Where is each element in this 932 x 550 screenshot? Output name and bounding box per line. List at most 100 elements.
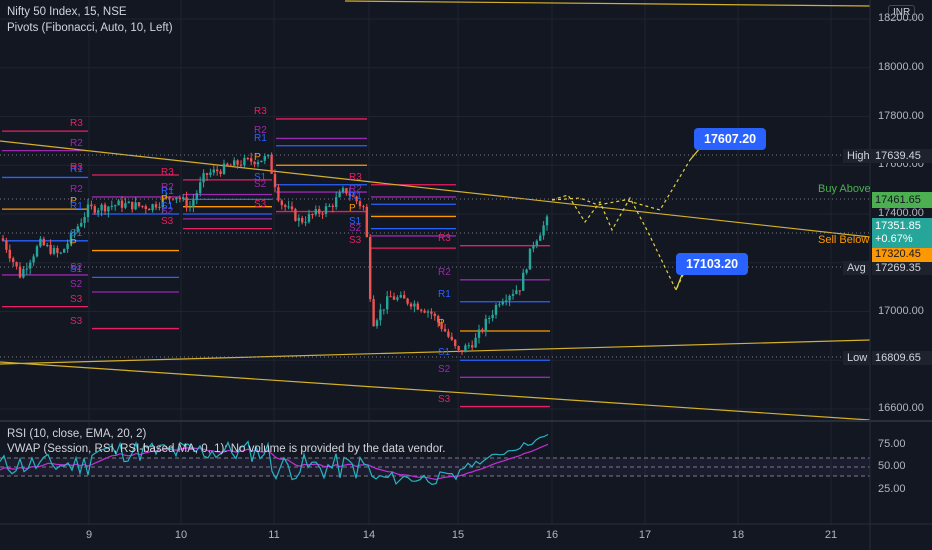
low-label: Low <box>843 351 872 365</box>
candle-body <box>341 188 345 193</box>
rsi-line <box>0 433 549 486</box>
last-price-value: 17351.85 <box>875 220 921 232</box>
pivot-r2-label: R2 <box>70 137 83 149</box>
candle-body <box>243 158 246 166</box>
sell-below-value: 17320.45 <box>872 246 932 262</box>
candle-body <box>124 203 127 208</box>
candle-body <box>222 163 226 174</box>
candle-body <box>246 158 249 160</box>
candle-body <box>535 240 538 246</box>
candle-body <box>267 154 270 157</box>
rsi-indicator-legend[interactable]: RSI (10, close, EMA, 20, 2) <box>7 428 147 440</box>
pivot-s1-label: S1 <box>438 347 451 359</box>
candle-body <box>437 316 440 323</box>
candle-body <box>154 204 158 208</box>
candle-body <box>389 296 392 298</box>
candle-body <box>114 205 117 207</box>
price-tick-label: 16600.00 <box>878 402 924 414</box>
trend-lines[interactable] <box>0 0 871 421</box>
candle-body <box>348 193 351 196</box>
pivot-p-label: P <box>254 152 261 164</box>
candle-body <box>56 248 59 253</box>
target-down-callout[interactable]: 17103.20 <box>676 253 749 275</box>
trend-line <box>344 0 871 7</box>
candle-body <box>324 206 328 214</box>
pivots-indicator-legend[interactable]: Pivots (Fibonacci, Auto, 10, Left) <box>7 22 173 34</box>
candle-body <box>97 210 100 213</box>
candlesticks <box>1 152 549 355</box>
candle-body <box>90 204 93 207</box>
candle-body <box>403 295 406 299</box>
candle-body <box>450 336 453 340</box>
candle-body <box>171 198 175 200</box>
candle-body <box>73 231 76 233</box>
pivot-r2-label: R2 <box>349 183 362 195</box>
rsi-tick-label: 25.00 <box>878 482 906 495</box>
candle-body <box>423 310 426 313</box>
pivot-s2-label: S2 <box>254 179 267 191</box>
candle-body <box>311 214 314 216</box>
target-up-callout[interactable]: 17607.20 <box>694 128 767 150</box>
candle-body <box>355 196 358 202</box>
pivot-r1-label: R1 <box>70 164 83 176</box>
candle-body <box>165 196 168 199</box>
candle-body <box>158 206 161 208</box>
projection-path[interactable] <box>551 147 701 292</box>
candle-body <box>290 206 294 210</box>
vwap-indicator-legend[interactable]: VWAP (Session, RSI, RSI-based MA, 0, 1):… <box>7 443 446 455</box>
projection-down-path <box>551 194 691 292</box>
candle-body <box>161 198 164 207</box>
price-tick-label: 17400.00 <box>878 207 924 219</box>
candle-body <box>12 258 15 262</box>
pivot-s2-label: S2 <box>161 205 174 217</box>
candle-body <box>137 202 141 206</box>
candle-body <box>131 201 134 210</box>
currency-badge[interactable]: INR <box>888 5 916 20</box>
candle-body <box>454 339 457 346</box>
candle-body <box>443 328 447 332</box>
candle-body <box>457 345 460 351</box>
candle-body <box>399 295 402 298</box>
price-tick-label: 18200.00 <box>878 12 924 24</box>
candle-body <box>477 329 481 338</box>
candle-body <box>532 245 535 249</box>
projection-up-arrow <box>689 147 701 161</box>
candle-body <box>22 268 25 278</box>
chart-title-legend[interactable]: Nifty 50 Index, 15, NSE <box>7 6 127 18</box>
candle-body <box>110 205 113 207</box>
last-price-change: +0.67% <box>875 233 913 245</box>
candle-body <box>542 225 545 236</box>
candle-body <box>80 222 83 227</box>
date-tick-label: 15 <box>451 529 465 541</box>
sell-below-label: Sell Below <box>818 234 870 246</box>
pivot-r2-label: R2 <box>70 183 83 195</box>
candle-body <box>314 209 317 215</box>
candle-body <box>93 206 96 213</box>
pivot-s1-label: S1 <box>349 215 362 227</box>
candle-body <box>426 311 430 313</box>
candle-body <box>471 345 474 348</box>
candle-body <box>141 205 144 207</box>
candle-body <box>545 216 549 226</box>
candle-body <box>233 160 236 166</box>
candle-body <box>328 205 331 207</box>
candle-body <box>525 269 528 273</box>
candle-body <box>420 309 423 311</box>
pivot-r2-label: R2 <box>438 266 451 278</box>
candle-body <box>178 197 181 199</box>
candle-body <box>46 244 49 246</box>
candle-body <box>409 303 413 307</box>
candle-body <box>528 248 532 270</box>
candle-body <box>318 209 321 214</box>
pivot-p-label: P <box>349 203 356 215</box>
candle-body <box>253 161 256 165</box>
candle-body <box>49 244 52 254</box>
projection-up-path <box>551 159 691 211</box>
candle-body <box>307 214 311 222</box>
candle-body <box>239 164 243 166</box>
date-tick-label: 21 <box>824 529 838 541</box>
candle-body <box>29 262 32 269</box>
candle-body <box>386 296 389 310</box>
pivot-s3-label: S3 <box>254 198 267 210</box>
